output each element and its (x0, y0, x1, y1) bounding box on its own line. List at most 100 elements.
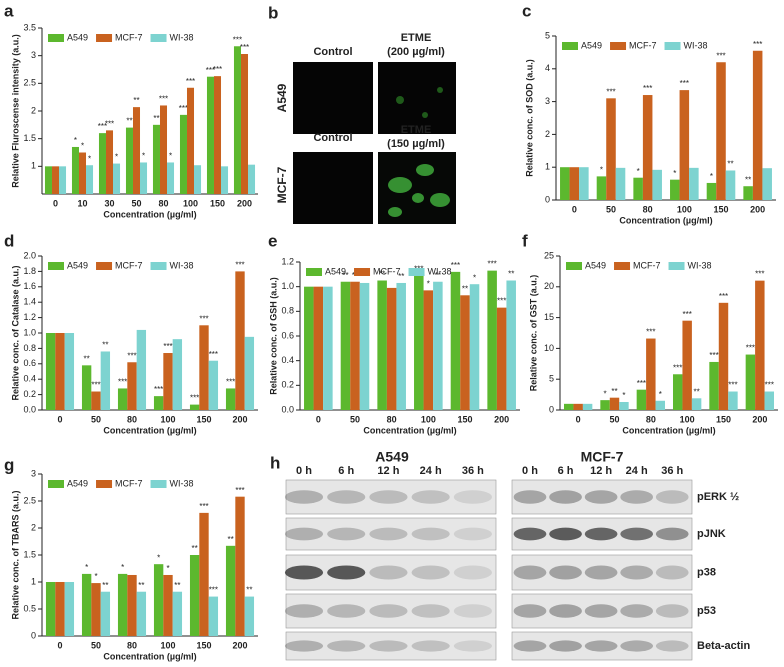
time-label: 36 h (462, 465, 484, 477)
legend-label: A549 (325, 266, 346, 276)
bar (487, 270, 497, 410)
time-label: 0 h (522, 465, 538, 477)
significance: * (710, 172, 713, 181)
significance: * (169, 152, 172, 161)
band (411, 527, 450, 541)
x-tick-label: 80 (646, 414, 656, 424)
significance: *** (235, 486, 244, 495)
significance: * (88, 154, 91, 163)
y-tick-label: 1 (31, 576, 36, 586)
bar (652, 169, 662, 200)
bar (642, 95, 653, 200)
bar (752, 50, 763, 201)
x-tick-label: 50 (609, 414, 619, 424)
panel-label: b (268, 3, 278, 22)
x-tick-label: 0 (316, 414, 321, 424)
band (453, 490, 492, 504)
bar (225, 545, 236, 636)
bar (206, 76, 214, 194)
y-tick-label: 1.0 (23, 327, 36, 337)
cells (396, 87, 443, 118)
bar (414, 275, 424, 410)
y-tick-label: 0 (31, 630, 36, 640)
bar (113, 163, 121, 194)
bar (606, 98, 616, 200)
bar (172, 339, 183, 410)
bar (248, 164, 256, 194)
bar (506, 280, 516, 410)
bar (81, 365, 92, 410)
x-axis-label: Concentration (µg/ml) (622, 425, 715, 435)
band (411, 640, 450, 652)
legend-swatch (150, 262, 167, 270)
bar (132, 107, 141, 194)
band (549, 604, 582, 618)
y-tick-label: 1.5 (23, 133, 36, 143)
bar (619, 401, 629, 410)
significance: ** (745, 175, 751, 184)
band (584, 490, 618, 504)
column-label: ETME (401, 124, 432, 136)
significance: *** (199, 502, 208, 511)
bar (682, 320, 692, 410)
legend-swatch (96, 480, 113, 488)
legend-label: MCF-7 (633, 260, 661, 270)
bar (163, 574, 173, 636)
significance: *** (186, 77, 195, 86)
significance: ** (611, 387, 617, 396)
significance: ** (174, 581, 180, 590)
legend-label: A549 (67, 478, 88, 488)
legend-label: WI-38 (684, 40, 708, 50)
bar (718, 302, 729, 410)
bar (743, 186, 753, 200)
significance: *** (206, 66, 215, 75)
bar (359, 282, 370, 410)
legend-swatch (566, 262, 582, 270)
y-tick-label: 2 (31, 105, 36, 115)
y-tick-label: 1.8 (23, 266, 36, 276)
significance: ** (435, 271, 441, 280)
significance: *** (105, 119, 114, 128)
significance: * (85, 563, 88, 572)
y-tick-label: 0.2 (23, 389, 36, 399)
legend-label: MCF-7 (115, 260, 143, 270)
legend-swatch (610, 42, 627, 50)
band (620, 604, 654, 618)
significance: *** (213, 65, 222, 74)
band (327, 565, 366, 580)
bar (582, 403, 593, 410)
protein-label: pERK ½ (697, 491, 739, 503)
x-tick-label: 50 (91, 640, 101, 650)
column-label: Control (313, 46, 352, 58)
bar (433, 281, 443, 410)
x-tick-label: 100 (421, 414, 436, 424)
x-axis-label: Concentration (µg/ml) (619, 215, 712, 225)
band (453, 527, 492, 541)
bar (235, 271, 245, 410)
band (284, 604, 324, 618)
band (655, 527, 689, 541)
bar (579, 167, 589, 200)
significance: *** (643, 84, 652, 93)
significance: *** (98, 122, 107, 131)
bar (709, 361, 719, 410)
y-tick-label: 15 (544, 312, 554, 322)
x-tick-label: 0 (572, 204, 577, 214)
y-tick-label: 1.6 (23, 281, 36, 291)
band (411, 490, 450, 504)
bar (340, 281, 351, 410)
bar (55, 582, 65, 636)
bar (350, 281, 360, 410)
y-tick-label: 1.5 (23, 549, 36, 559)
bar (600, 400, 610, 410)
significance: * (427, 279, 430, 288)
bar (179, 114, 187, 194)
x-tick-label: 80 (387, 414, 397, 424)
bar (423, 290, 434, 410)
y-tick-label: 0.8 (281, 306, 294, 316)
legend-label: A549 (585, 260, 606, 270)
significance: *** (235, 261, 244, 270)
legend-label: A549 (581, 40, 602, 50)
band (655, 604, 689, 618)
